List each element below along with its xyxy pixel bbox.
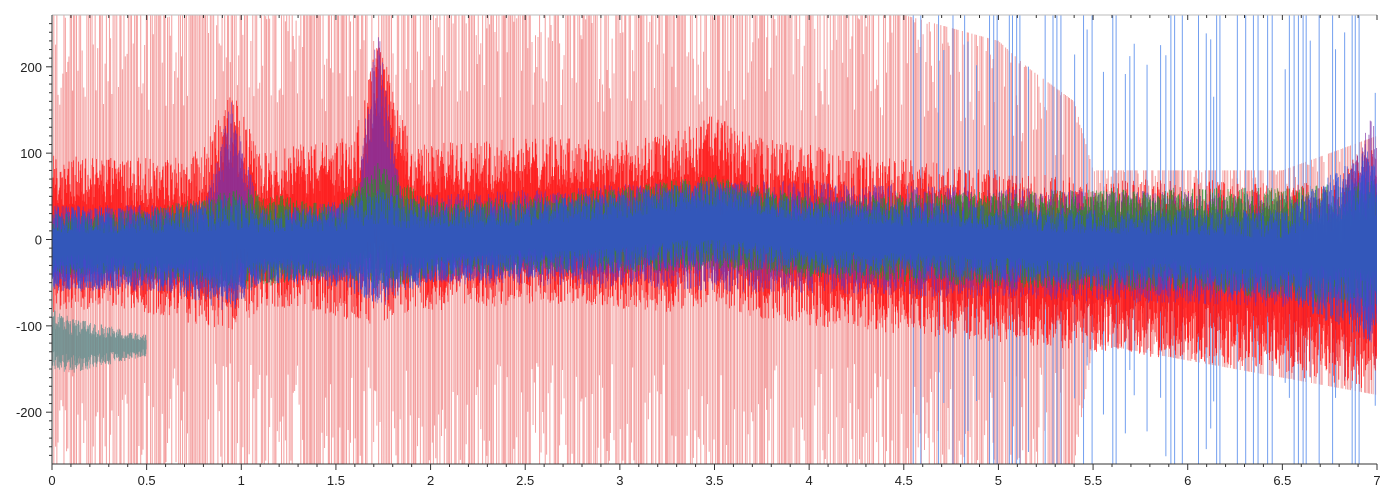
x-tick-label: 0 [48,473,55,488]
x-tick-label: 4.5 [895,473,913,488]
x-tick-label: 2.5 [516,473,534,488]
x-tick-label: 0.5 [138,473,156,488]
series-5 [52,149,1377,342]
x-tick-label: 6 [1184,473,1191,488]
x-tick-label: 1 [238,473,245,488]
x-tick-label: 3.5 [705,473,723,488]
x-tick-label: 6.5 [1273,473,1291,488]
series-5-trace [52,149,1377,342]
y-tick-label: 0 [35,233,42,248]
x-tick-label: 4 [806,473,813,488]
series-6-trace [52,309,147,373]
y-tick-label: -100 [16,319,42,334]
y-tick-label: 100 [20,146,42,161]
x-tick-label: 2 [427,473,434,488]
x-tick-label: 5.5 [1084,473,1102,488]
x-tick-label: 5 [995,473,1002,488]
series-layer [52,15,1377,464]
y-tick-label: 200 [20,60,42,75]
y-tick-label: -200 [16,405,42,420]
axes-layer: 0 0.5 1 1.5 2 2.5 3 3.5 4 4.5 5 5.5 6 6.5 7 -200 -100 0 10… [16,14,1381,488]
x-tick-label: 7 [1373,473,1380,488]
x-tick-label: 1.5 [327,473,345,488]
x-tick-label: 3 [616,473,623,488]
series-6 [52,309,147,373]
